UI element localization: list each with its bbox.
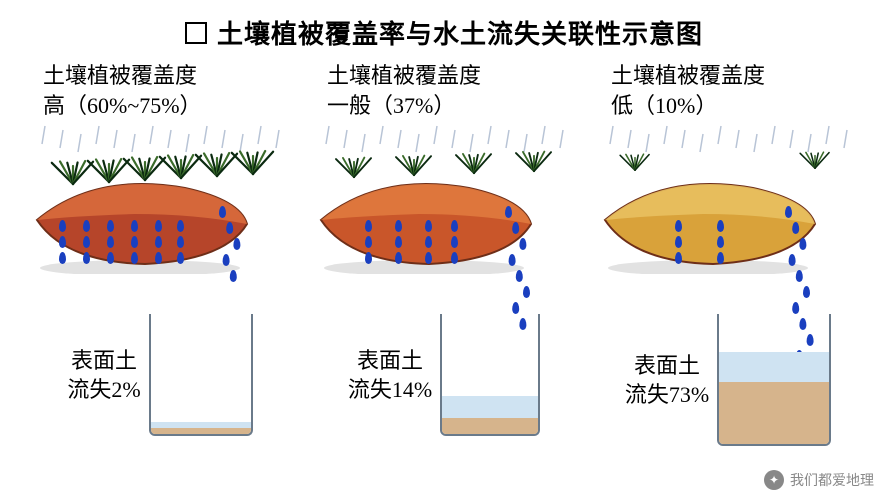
loss-label: 表面土流失2% — [67, 346, 140, 405]
loss-line1: 表面土 — [625, 351, 709, 381]
label-line2: 一般（37%） — [327, 91, 481, 121]
scene — [309, 124, 579, 314]
panel-label: 土壤植被覆盖度高（60%~75%） — [43, 61, 202, 120]
beaker-row: 表面土流失14% — [309, 314, 579, 436]
scene — [593, 124, 863, 314]
scene — [25, 124, 295, 314]
panel-label: 土壤植被覆盖度一般（37%） — [327, 61, 481, 120]
infiltration-drops — [395, 216, 402, 268]
loss-line2: 流失14% — [348, 375, 432, 405]
credit-badge: ✦ 我们都爱地理 — [764, 470, 874, 490]
panel-label: 土壤植被覆盖度低（10%） — [611, 61, 765, 120]
beaker-water — [442, 396, 538, 418]
panel-1: 土壤植被覆盖度一般（37%） 表面土流失14% — [309, 61, 579, 446]
beaker-row: 表面土流失2% — [25, 314, 295, 436]
loss-line1: 表面土 — [67, 346, 140, 376]
credit-text: 我们都爱地理 — [790, 470, 874, 490]
infiltration-drops — [675, 216, 682, 268]
label-line1: 土壤植被覆盖度 — [611, 61, 765, 91]
label-line1: 土壤植被覆盖度 — [43, 61, 202, 91]
title-row: 土壤植被覆盖率与水土流失关联性示意图 — [0, 0, 888, 51]
label-line1: 土壤植被覆盖度 — [327, 61, 481, 91]
infiltration-drops — [425, 216, 432, 268]
wechat-icon: ✦ — [764, 470, 784, 490]
infiltration-drops — [451, 216, 458, 268]
beaker-sediment — [719, 382, 829, 444]
infiltration-drops — [155, 216, 162, 268]
panels-container: 土壤植被覆盖度高（60%~75%） 表面土流失2%土壤植被覆盖度一般（37%） … — [0, 51, 888, 446]
infiltration-drops — [717, 216, 724, 268]
beaker-water — [719, 352, 829, 382]
infiltration-drops — [365, 216, 372, 268]
infiltration-drops — [177, 216, 184, 268]
loss-label: 表面土流失73% — [625, 351, 709, 410]
beaker-sediment — [442, 418, 538, 434]
loss-line2: 流失2% — [67, 375, 140, 405]
label-line2: 低（10%） — [611, 91, 765, 121]
infiltration-drops — [131, 216, 138, 268]
runoff-drops — [225, 202, 232, 286]
title-marker-icon — [185, 22, 207, 44]
loss-label: 表面土流失14% — [348, 346, 432, 405]
panel-0: 土壤植被覆盖度高（60%~75%） 表面土流失2% — [25, 61, 295, 446]
beaker-icon — [440, 314, 540, 436]
beaker-sediment — [151, 428, 251, 434]
panel-2: 土壤植被覆盖度低（10%） 表面土流失73% — [593, 61, 863, 446]
infiltration-drops — [59, 216, 66, 268]
beaker-icon — [149, 314, 253, 436]
infiltration-drops — [107, 216, 114, 268]
beaker-icon — [717, 314, 831, 446]
loss-line2: 流失73% — [625, 380, 709, 410]
page-title: 土壤植被覆盖率与水土流失关联性示意图 — [217, 14, 703, 51]
infiltration-drops — [83, 216, 90, 268]
loss-line1: 表面土 — [348, 346, 432, 376]
soil-mound — [309, 164, 539, 274]
beaker-row: 表面土流失73% — [593, 314, 863, 446]
label-line2: 高（60%~75%） — [43, 91, 202, 121]
